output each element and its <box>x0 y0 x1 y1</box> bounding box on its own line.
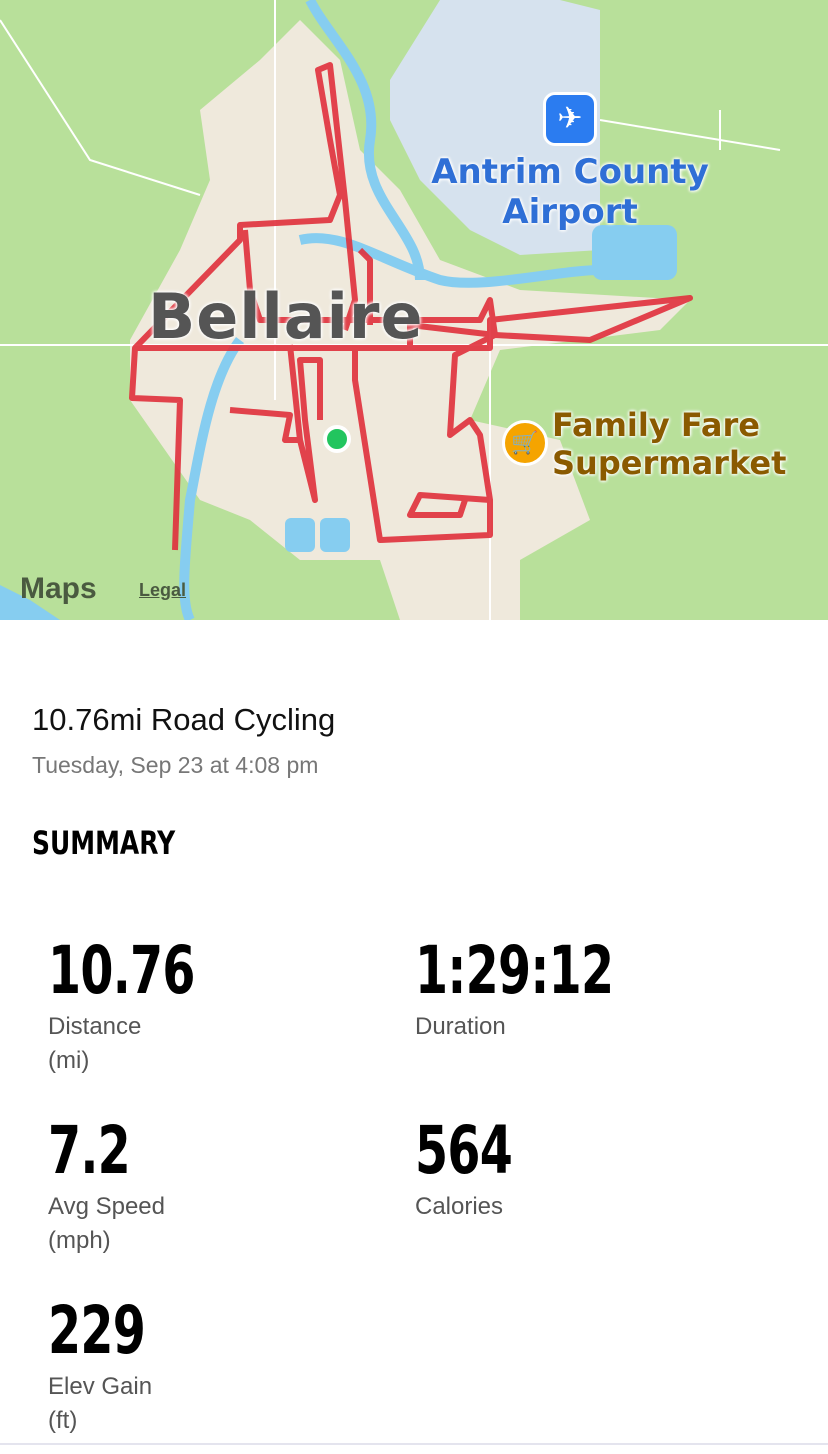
stat-value: 229 <box>48 1292 146 1369</box>
river <box>179 0 601 620</box>
lake <box>592 225 677 280</box>
stat-unit: (mph) <box>48 1227 111 1254</box>
stat-distance: 10.76 Distance (mi) <box>48 934 252 1078</box>
maps-attribution: Maps <box>20 572 97 606</box>
airport-label-line: Airport <box>502 192 638 232</box>
stat-value: 564 <box>415 1112 513 1189</box>
store-label[interactable]: Family Fare Supermarket <box>552 406 786 482</box>
stat-value: 10.76 <box>48 932 195 1009</box>
stat-unit: (ft) <box>48 1407 78 1434</box>
divider <box>0 1443 828 1445</box>
pond <box>320 518 350 552</box>
stat-label: Calories <box>415 1193 504 1220</box>
route-start-marker <box>323 425 351 453</box>
activity-title: 10.76mi Road Cycling <box>32 702 336 737</box>
legal-link[interactable]: Legal <box>139 580 187 600</box>
summary-heading: SUMMARY <box>32 824 176 862</box>
airplane-icon[interactable]: ✈ <box>543 92 597 146</box>
airport-label[interactable]: Antrim County Airport <box>430 152 710 232</box>
stat-calories: 564 Calories <box>415 1114 550 1224</box>
stat-value: 1:29:12 <box>415 932 614 1009</box>
stat-label: Duration <box>415 1013 506 1040</box>
stat-label: Distance <box>48 1013 142 1040</box>
town-label: Bellaire <box>148 280 424 353</box>
maps-attribution-text: Maps <box>20 572 97 605</box>
route-path <box>129 62 693 551</box>
stat-value: 7.2 <box>48 1112 131 1189</box>
stat-unit: (mi) <box>48 1047 90 1074</box>
store-label-line: Family Fare <box>552 406 760 444</box>
store-label-line: Supermarket <box>552 444 787 482</box>
stat-elev-gain: 229 Elev Gain (ft) <box>48 1294 183 1438</box>
airport-label-line: Antrim County <box>431 152 709 192</box>
shopping-cart-icon[interactable]: 🛒 <box>502 420 548 466</box>
route-map[interactable]: Bellaire ✈ Antrim County Airport 🛒 Famil… <box>0 0 828 620</box>
stat-avg-speed: 7.2 Avg Speed (mph) <box>48 1114 165 1258</box>
map-graphics <box>0 0 828 620</box>
stat-duration: 1:29:12 Duration <box>415 934 690 1044</box>
lake-corner <box>0 585 60 620</box>
stat-label: Elev Gain <box>48 1373 153 1400</box>
stat-label: Avg Speed <box>48 1193 165 1220</box>
activity-datetime: Tuesday, Sep 23 at 4:08 pm <box>32 752 319 778</box>
airport-area <box>390 0 600 255</box>
pond <box>285 518 315 552</box>
